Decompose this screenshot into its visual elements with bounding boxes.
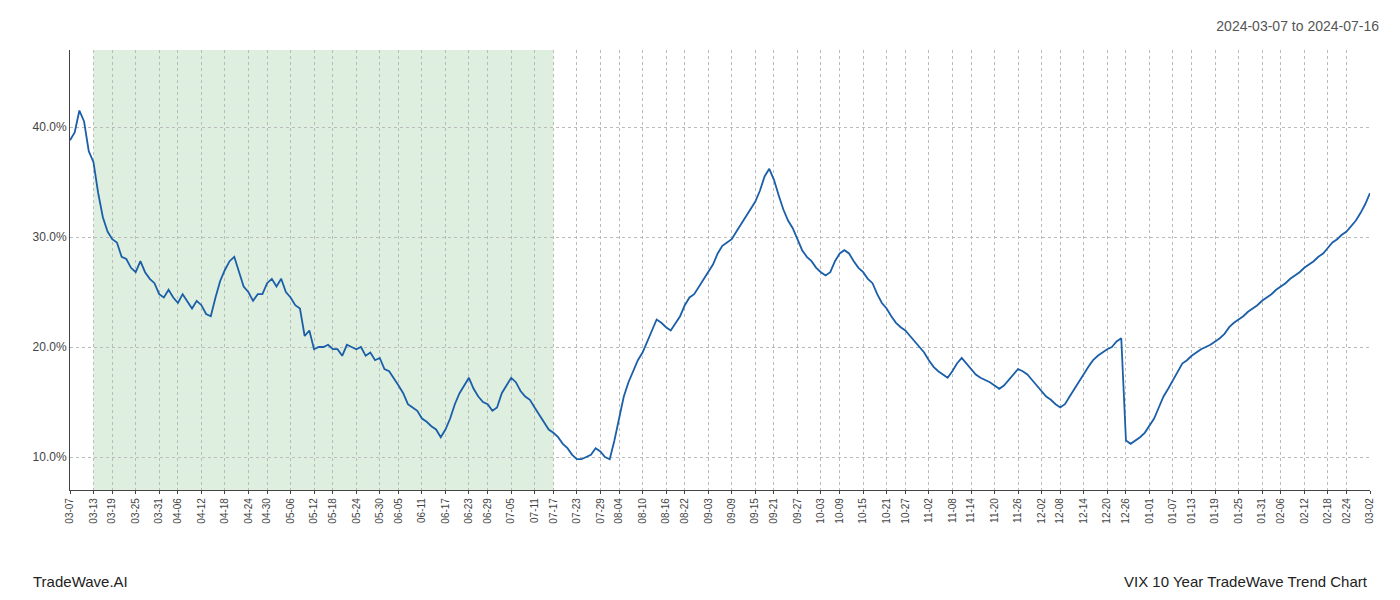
svg-text:04-24: 04-24 (243, 498, 254, 524)
svg-text:TradeWave.AI: TradeWave.AI (33, 573, 128, 590)
svg-text:02-12: 02-12 (1299, 498, 1310, 524)
svg-text:05-30: 05-30 (374, 498, 385, 524)
svg-text:10-03: 10-03 (815, 498, 826, 524)
svg-text:07-11: 07-11 (529, 498, 540, 523)
svg-text:VIX 10 Year TradeWave Trend Ch: VIX 10 Year TradeWave Trend Chart (1124, 573, 1368, 590)
svg-text:12-08: 12-08 (1055, 498, 1066, 524)
svg-text:30.0%: 30.0% (33, 230, 67, 244)
svg-text:04-30: 04-30 (261, 498, 272, 524)
svg-text:05-24: 05-24 (351, 498, 362, 524)
svg-text:09-03: 09-03 (703, 498, 714, 524)
svg-text:10-27: 10-27 (900, 498, 911, 524)
svg-text:04-18: 04-18 (219, 498, 230, 524)
svg-text:06-17: 06-17 (440, 498, 451, 524)
svg-text:09-21: 09-21 (768, 498, 779, 524)
svg-text:05-12: 05-12 (308, 498, 319, 524)
svg-text:11-20: 11-20 (989, 498, 1000, 523)
svg-text:10-09: 10-09 (834, 498, 845, 524)
svg-text:08-16: 08-16 (660, 498, 671, 524)
svg-text:09-15: 09-15 (749, 498, 760, 524)
svg-text:02-24: 02-24 (1341, 498, 1352, 524)
svg-text:01-25: 01-25 (1233, 498, 1244, 524)
svg-text:10-15: 10-15 (857, 498, 868, 524)
svg-text:11-26: 11-26 (1012, 498, 1023, 523)
svg-text:12-02: 12-02 (1036, 498, 1047, 524)
svg-text:10.0%: 10.0% (33, 450, 67, 464)
svg-text:01-01: 01-01 (1144, 498, 1155, 524)
svg-text:11-14: 11-14 (965, 498, 976, 523)
svg-text:05-18: 05-18 (327, 498, 338, 524)
svg-text:2024-03-07 to 2024-07-16: 2024-03-07 to 2024-07-16 (1216, 18, 1379, 34)
svg-text:03-31: 03-31 (153, 498, 164, 524)
svg-text:04-12: 04-12 (196, 498, 207, 524)
svg-text:07-23: 07-23 (571, 498, 582, 524)
svg-text:07-29: 07-29 (595, 498, 606, 524)
svg-text:03-07: 03-07 (64, 498, 75, 524)
svg-text:12-20: 12-20 (1101, 498, 1112, 524)
svg-text:40.0%: 40.0% (33, 120, 67, 134)
svg-text:03-02: 03-02 (1364, 498, 1375, 524)
svg-text:11-02: 11-02 (923, 498, 934, 523)
svg-text:04-06: 04-06 (172, 498, 183, 524)
svg-text:01-19: 01-19 (1209, 498, 1220, 524)
svg-text:05-06: 05-06 (285, 498, 296, 524)
svg-text:20.0%: 20.0% (33, 340, 67, 354)
svg-text:12-26: 12-26 (1120, 498, 1131, 524)
svg-text:06-05: 06-05 (393, 498, 404, 524)
svg-text:01-07: 01-07 (1167, 498, 1178, 524)
svg-text:09-09: 09-09 (726, 498, 737, 524)
svg-text:06-11: 06-11 (416, 498, 427, 523)
svg-text:01-13: 01-13 (1186, 498, 1197, 524)
svg-text:11-08: 11-08 (947, 498, 958, 523)
svg-text:06-23: 06-23 (463, 498, 474, 524)
svg-text:02-18: 02-18 (1322, 498, 1333, 524)
svg-text:06-29: 06-29 (482, 498, 493, 524)
svg-text:12-14: 12-14 (1078, 498, 1089, 524)
svg-text:03-19: 03-19 (106, 498, 117, 524)
svg-text:03-25: 03-25 (130, 498, 141, 524)
svg-text:10-21: 10-21 (881, 498, 892, 524)
svg-text:03-13: 03-13 (88, 498, 99, 524)
svg-text:09-27: 09-27 (792, 498, 803, 524)
svg-text:07-17: 07-17 (548, 498, 559, 524)
svg-text:08-10: 08-10 (637, 498, 648, 524)
svg-text:02-06: 02-06 (1275, 498, 1286, 524)
svg-text:07-05: 07-05 (505, 498, 516, 524)
svg-text:01-31: 01-31 (1256, 498, 1267, 524)
svg-text:08-04: 08-04 (613, 498, 624, 524)
svg-text:08-22: 08-22 (679, 498, 690, 524)
